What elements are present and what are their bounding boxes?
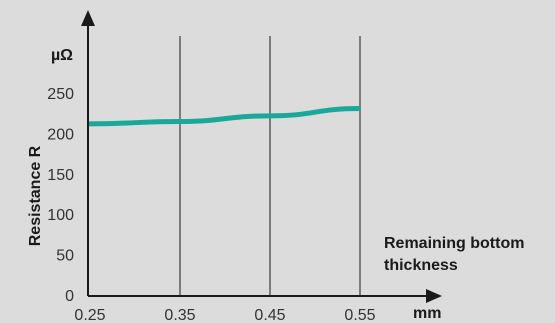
series bbox=[88, 106, 361, 127]
y-axis-title: Resistance R bbox=[27, 145, 44, 246]
x-tick-label: 0.45 bbox=[254, 307, 285, 323]
vertical-gridlines bbox=[179, 36, 361, 296]
y-tick-label: 50 bbox=[56, 248, 74, 265]
y-unit-label: µΩ bbox=[51, 47, 73, 64]
y-tick-label: 200 bbox=[47, 126, 74, 143]
y-tick-labels: 0 50 100 150 200 250 bbox=[47, 86, 74, 305]
x-tick-label: 0.35 bbox=[164, 307, 195, 323]
y-tick-label: 0 bbox=[65, 288, 74, 305]
x-axis-title-line-1: Remaining bottom bbox=[384, 235, 524, 252]
y-tick-label: 150 bbox=[47, 167, 74, 184]
x-tick-label: 0.55 bbox=[344, 307, 375, 323]
x-axis-arrow bbox=[426, 289, 442, 303]
x-unit-label: mm bbox=[413, 305, 441, 322]
y-axis-arrow bbox=[81, 10, 95, 26]
y-tick-label: 250 bbox=[47, 86, 74, 103]
series-line-0 bbox=[88, 106, 361, 127]
y-tick-label: 100 bbox=[47, 207, 74, 224]
axes bbox=[81, 10, 442, 303]
x-tick-labels: 0.25 0.35 0.45 0.55 bbox=[74, 307, 375, 323]
x-axis-title-line-2: thickness bbox=[384, 257, 458, 274]
x-tick-label: 0.25 bbox=[74, 307, 105, 323]
